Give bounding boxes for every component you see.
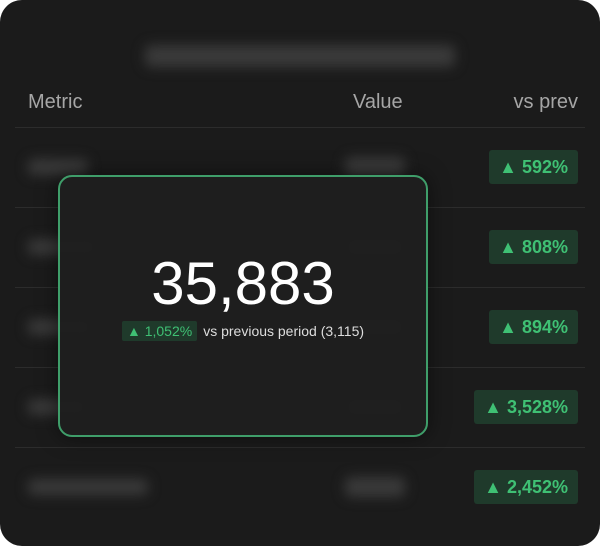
change-badge: ▲ 3,528% xyxy=(474,390,578,424)
header-value: Value xyxy=(353,91,403,113)
blurred-metric xyxy=(28,479,148,495)
row-separator xyxy=(15,127,585,128)
change-badge: ▲ 2,452% xyxy=(474,470,578,504)
row-separator xyxy=(15,447,585,448)
blurred-value xyxy=(345,477,405,497)
popup-subline: ▲ 1,052% vs previous period (3,115) xyxy=(60,321,426,341)
blurred-metric xyxy=(28,159,88,175)
popup-comparison: vs previous period (3,115) xyxy=(203,323,365,339)
change-badge: ▲ 592% xyxy=(489,150,578,184)
blurred-value xyxy=(345,157,405,177)
header-vs-prev: vs prev xyxy=(513,91,578,113)
change-badge: ▲ 894% xyxy=(489,310,578,344)
popup-value: 35,883 xyxy=(151,250,335,317)
change-badge: ▲ 808% xyxy=(489,230,578,264)
blurred-title xyxy=(145,45,455,67)
header-metric: Metric xyxy=(28,91,83,113)
popup: 35,883 ▲ 1,052% vs previous period (3,115… xyxy=(58,175,428,437)
popup-change: ▲ 1,052% xyxy=(121,321,198,341)
